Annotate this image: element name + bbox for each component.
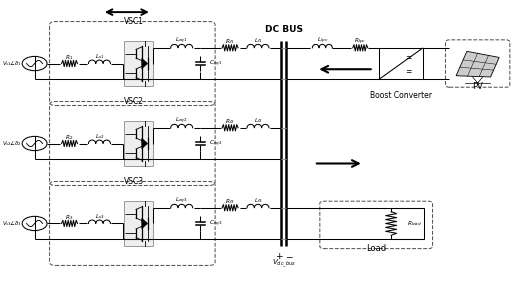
Polygon shape xyxy=(142,218,148,229)
Polygon shape xyxy=(456,51,499,77)
Text: VSC2: VSC2 xyxy=(124,97,144,106)
Text: $L_{lpv}$: $L_{lpv}$ xyxy=(317,36,328,46)
Text: $C_{eq1}$: $C_{eq1}$ xyxy=(209,59,222,69)
Text: $-$: $-$ xyxy=(285,251,293,261)
Polygon shape xyxy=(142,138,148,149)
Text: VSC3: VSC3 xyxy=(124,177,144,186)
Text: Load: Load xyxy=(366,244,386,253)
Text: PV: PV xyxy=(472,82,483,91)
Text: $R_1$: $R_1$ xyxy=(65,53,74,62)
Text: $R_{lpv}$: $R_{lpv}$ xyxy=(354,36,366,46)
Text: $V_{s1}\!\angle\delta_1$: $V_{s1}\!\angle\delta_1$ xyxy=(2,59,22,68)
Bar xyxy=(124,41,153,86)
Text: $R_{f1}$: $R_{f1}$ xyxy=(225,37,235,46)
Text: $R_{load}$: $R_{load}$ xyxy=(407,219,422,228)
Text: $L_{s2}$: $L_{s2}$ xyxy=(95,132,104,141)
Text: $L_{eq2}$: $L_{eq2}$ xyxy=(175,116,188,126)
Text: $L_{s3}$: $L_{s3}$ xyxy=(95,212,104,221)
Text: $R_3$: $R_3$ xyxy=(65,213,74,222)
Text: DC BUS: DC BUS xyxy=(265,25,303,34)
Text: $C_{eq2}$: $C_{eq2}$ xyxy=(209,138,222,149)
Bar xyxy=(124,121,153,166)
Text: $R_2$: $R_2$ xyxy=(65,133,74,142)
Text: $R_{f3}$: $R_{f3}$ xyxy=(225,197,235,206)
Text: $L_{eq1}$: $L_{eq1}$ xyxy=(175,36,188,46)
Text: $L_{f1}$: $L_{f1}$ xyxy=(253,36,263,45)
Polygon shape xyxy=(142,58,148,69)
Text: $+$: $+$ xyxy=(274,251,283,261)
Text: $L_{s1}$: $L_{s1}$ xyxy=(95,52,104,61)
Text: $R_{f2}$: $R_{f2}$ xyxy=(225,117,235,126)
Text: $V_{s3}\!\angle\delta_3$: $V_{s3}\!\angle\delta_3$ xyxy=(2,219,22,228)
Text: $L_{f2}$: $L_{f2}$ xyxy=(253,117,263,125)
Text: $C_{eq3}$: $C_{eq3}$ xyxy=(209,218,222,228)
Text: $=$: $=$ xyxy=(405,66,414,75)
Text: $L_{f3}$: $L_{f3}$ xyxy=(253,197,263,205)
Text: $V_{dc\_bus}$: $V_{dc\_bus}$ xyxy=(272,258,296,270)
Text: Boost Converter: Boost Converter xyxy=(370,91,432,100)
Text: $L_{eq3}$: $L_{eq3}$ xyxy=(175,196,188,206)
Bar xyxy=(379,48,423,79)
Text: $V_{s2}\!\angle\delta_2$: $V_{s2}\!\angle\delta_2$ xyxy=(2,139,22,148)
Text: $=$: $=$ xyxy=(405,52,414,61)
Bar xyxy=(124,201,153,246)
Text: VSC1: VSC1 xyxy=(124,18,144,26)
